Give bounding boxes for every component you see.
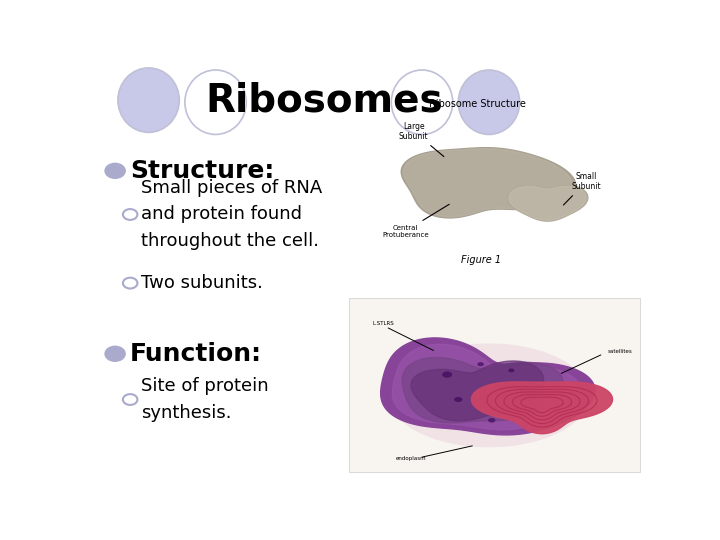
Text: Two subunits.: Two subunits. xyxy=(141,274,264,292)
Text: Large
Subunit: Large Subunit xyxy=(399,122,444,157)
Ellipse shape xyxy=(488,418,495,423)
Polygon shape xyxy=(381,338,595,435)
Ellipse shape xyxy=(477,362,484,366)
Text: satellites: satellites xyxy=(608,348,633,354)
Circle shape xyxy=(123,278,138,288)
Ellipse shape xyxy=(508,368,514,372)
Text: Function:: Function: xyxy=(130,342,262,366)
Ellipse shape xyxy=(389,343,590,447)
Text: L.STLRS: L.STLRS xyxy=(372,321,394,326)
Polygon shape xyxy=(509,186,586,220)
Polygon shape xyxy=(392,345,581,430)
Ellipse shape xyxy=(118,68,179,132)
Text: Ribosomes: Ribosomes xyxy=(205,81,444,119)
Text: Structure:: Structure: xyxy=(130,159,274,183)
Circle shape xyxy=(123,394,138,405)
Polygon shape xyxy=(401,147,576,218)
Ellipse shape xyxy=(442,372,452,377)
Text: Small
Subunit: Small Subunit xyxy=(564,172,601,205)
Polygon shape xyxy=(403,148,572,217)
Bar xyxy=(349,298,639,472)
Ellipse shape xyxy=(392,70,453,134)
Polygon shape xyxy=(508,186,588,221)
Ellipse shape xyxy=(454,397,462,402)
Text: Ribosome Structure: Ribosome Structure xyxy=(429,99,526,109)
Polygon shape xyxy=(402,357,563,423)
Ellipse shape xyxy=(185,70,246,134)
Circle shape xyxy=(105,346,125,361)
Circle shape xyxy=(123,209,138,220)
Circle shape xyxy=(105,163,125,178)
Text: Small pieces of RNA
and protein found
throughout the cell.: Small pieces of RNA and protein found th… xyxy=(141,179,323,250)
Text: Figure 1: Figure 1 xyxy=(461,255,500,265)
Text: endoplasm: endoplasm xyxy=(395,456,426,461)
Polygon shape xyxy=(411,361,544,421)
Polygon shape xyxy=(472,382,613,434)
Text: Site of protein
synthesis.: Site of protein synthesis. xyxy=(141,377,269,422)
Text: Central
Protuberance: Central Protuberance xyxy=(382,204,449,238)
Ellipse shape xyxy=(458,70,520,134)
